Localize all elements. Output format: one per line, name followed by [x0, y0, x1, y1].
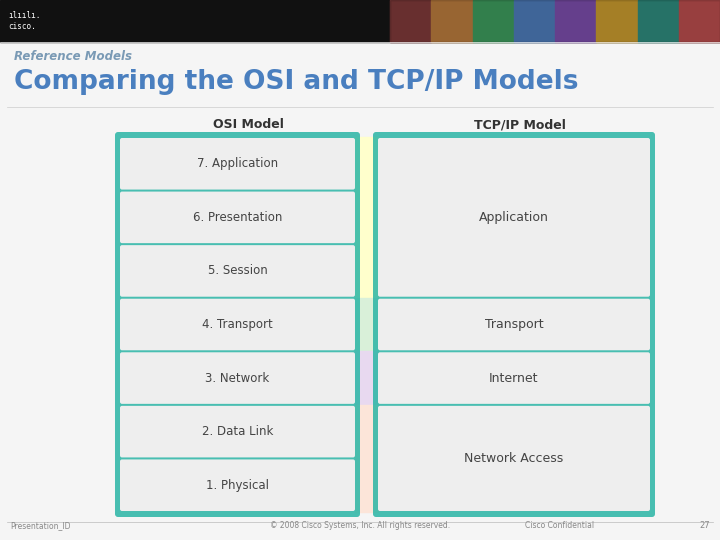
FancyBboxPatch shape: [120, 192, 355, 243]
Text: 27: 27: [699, 521, 710, 530]
Bar: [355, 298, 378, 352]
FancyBboxPatch shape: [378, 138, 650, 296]
Bar: [0, 0, 720, 42]
Bar: [472, 0, 514, 42]
Bar: [355, 137, 378, 191]
Bar: [390, 0, 431, 42]
Text: Network Access: Network Access: [464, 452, 564, 465]
Bar: [355, 191, 378, 244]
Bar: [355, 352, 378, 405]
Text: Reference Models: Reference Models: [14, 50, 132, 63]
Text: Transport: Transport: [485, 318, 544, 331]
Bar: [679, 0, 720, 42]
Text: 1. Physical: 1. Physical: [206, 479, 269, 492]
Text: Internet: Internet: [490, 372, 539, 384]
FancyBboxPatch shape: [115, 132, 360, 517]
FancyBboxPatch shape: [378, 352, 650, 404]
Text: TCP/IP Model: TCP/IP Model: [474, 118, 566, 132]
Text: © 2008 Cisco Systems, Inc. All rights reserved.: © 2008 Cisco Systems, Inc. All rights re…: [270, 521, 450, 530]
Text: Cisco Confidential: Cisco Confidential: [526, 521, 595, 530]
Text: 7. Application: 7. Application: [197, 157, 278, 170]
FancyBboxPatch shape: [373, 132, 655, 517]
FancyBboxPatch shape: [120, 299, 355, 350]
Bar: [355, 244, 378, 298]
Bar: [355, 458, 378, 512]
Bar: [596, 0, 637, 42]
FancyBboxPatch shape: [120, 406, 355, 457]
FancyBboxPatch shape: [120, 245, 355, 296]
Text: 5. Session: 5. Session: [207, 265, 267, 278]
Bar: [355, 405, 378, 458]
Text: 6. Presentation: 6. Presentation: [193, 211, 282, 224]
Bar: [514, 0, 555, 42]
FancyBboxPatch shape: [378, 406, 650, 511]
Text: 2. Data Link: 2. Data Link: [202, 425, 273, 438]
Bar: [555, 0, 596, 42]
Bar: [637, 0, 679, 42]
Text: 4. Transport: 4. Transport: [202, 318, 273, 331]
FancyBboxPatch shape: [120, 352, 355, 404]
Bar: [390, 0, 720, 42]
FancyBboxPatch shape: [120, 138, 355, 190]
Text: Presentation_ID: Presentation_ID: [10, 521, 71, 530]
Text: Application: Application: [479, 211, 549, 224]
Text: ılıılı.
cisco.: ılıılı. cisco.: [8, 11, 40, 31]
FancyBboxPatch shape: [378, 299, 650, 350]
Text: Comparing the OSI and TCP/IP Models: Comparing the OSI and TCP/IP Models: [14, 69, 578, 95]
Text: OSI Model: OSI Model: [212, 118, 284, 132]
FancyBboxPatch shape: [120, 460, 355, 511]
Bar: [431, 0, 472, 42]
Text: 3. Network: 3. Network: [205, 372, 269, 384]
